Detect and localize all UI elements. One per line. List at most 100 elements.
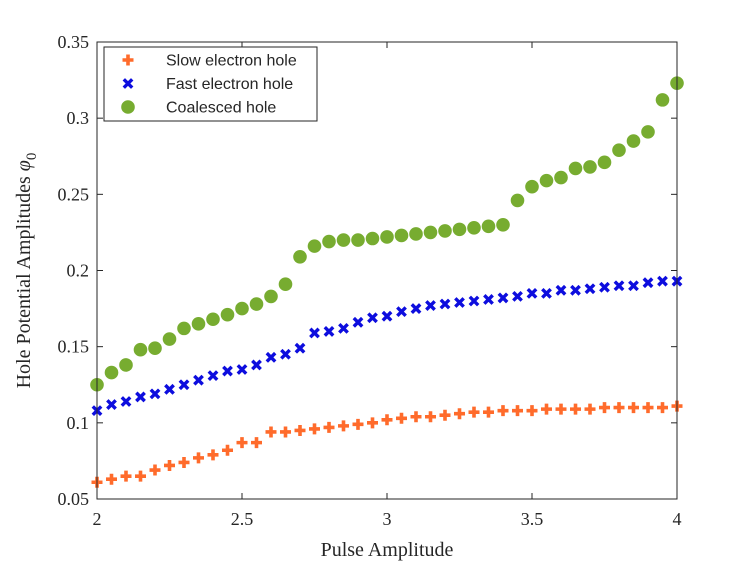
data-point-plus bbox=[164, 459, 175, 471]
data-point-plus bbox=[207, 449, 219, 461]
data-point-cross bbox=[120, 396, 132, 407]
data-point-plus bbox=[497, 405, 509, 417]
data-point-plus bbox=[120, 470, 132, 482]
data-point-circle bbox=[409, 227, 423, 241]
data-point-plus bbox=[628, 402, 639, 414]
data-point-cross bbox=[483, 294, 494, 305]
data-point-circle bbox=[307, 239, 322, 253]
series-plus bbox=[91, 400, 683, 488]
data-point-cross bbox=[497, 292, 509, 304]
legend-box bbox=[103, 46, 318, 122]
data-point-circle bbox=[235, 301, 249, 316]
legend-marker-circle bbox=[121, 100, 135, 114]
y-tick-label: 0.2 bbox=[67, 261, 90, 281]
data-point-plus bbox=[367, 417, 378, 429]
x-tick-label: 4 bbox=[673, 509, 682, 529]
data-point-circle bbox=[220, 307, 235, 322]
data-point-circle bbox=[293, 249, 307, 264]
data-point-circle bbox=[365, 231, 380, 246]
data-point-cross bbox=[613, 280, 625, 292]
y-axis-label-subscript: 0 bbox=[24, 153, 40, 161]
y-tick-label: 0.3 bbox=[67, 108, 90, 128]
data-point-plus bbox=[236, 437, 248, 449]
y-tick-label: 0.05 bbox=[58, 489, 90, 509]
data-point-circle bbox=[481, 219, 496, 234]
data-point-cross bbox=[193, 374, 204, 386]
data-point-circle bbox=[539, 173, 554, 188]
data-point-cross bbox=[584, 283, 596, 295]
data-point-circle bbox=[568, 161, 583, 176]
data-point-circle bbox=[322, 234, 336, 249]
data-point-plus bbox=[106, 473, 117, 485]
data-point-circle bbox=[119, 358, 133, 372]
data-point-plus bbox=[526, 405, 538, 417]
data-point-plus bbox=[599, 402, 610, 414]
data-point-plus bbox=[338, 420, 349, 432]
data-point-plus bbox=[135, 470, 146, 482]
data-point-circle bbox=[249, 297, 264, 311]
data-point-cross bbox=[135, 391, 146, 403]
data-point-circle bbox=[351, 233, 365, 247]
data-point-plus bbox=[483, 406, 494, 418]
data-point-circle bbox=[496, 218, 510, 232]
data-point-circle bbox=[148, 341, 162, 355]
data-point-cross bbox=[439, 298, 451, 310]
data-point-cross bbox=[222, 365, 233, 377]
data-point-circle bbox=[641, 125, 655, 139]
data-point-circle bbox=[133, 342, 148, 357]
data-point-circle bbox=[162, 332, 177, 346]
y-axis-label-symbol: φ bbox=[13, 160, 35, 171]
data-point-cross bbox=[642, 277, 654, 289]
data-point-plus bbox=[178, 456, 190, 468]
data-points bbox=[90, 76, 684, 488]
data-point-circle bbox=[336, 233, 351, 247]
data-point-plus bbox=[309, 423, 320, 435]
data-point-cross bbox=[396, 306, 407, 318]
data-point-plus bbox=[222, 444, 233, 456]
data-point-circle bbox=[525, 179, 539, 194]
legend-item: Coalesced hole bbox=[121, 100, 276, 117]
y-tick-label: 0.15 bbox=[58, 337, 90, 357]
data-point-cross bbox=[599, 281, 610, 293]
data-point-plus bbox=[410, 411, 422, 423]
data-point-cross bbox=[657, 275, 668, 287]
axes-box bbox=[96, 41, 678, 500]
data-point-circle bbox=[380, 230, 394, 244]
data-point-circle bbox=[655, 93, 670, 107]
y-tick-label: 0.35 bbox=[58, 32, 90, 52]
data-point-cross bbox=[265, 351, 277, 363]
data-point-plus bbox=[323, 421, 335, 433]
data-point-cross bbox=[570, 284, 581, 296]
x-tick-label: 3 bbox=[383, 509, 392, 529]
data-point-plus bbox=[555, 403, 567, 415]
data-point-cross bbox=[280, 348, 291, 360]
data-point-cross bbox=[294, 342, 306, 354]
data-point-cross bbox=[149, 388, 161, 400]
data-point-cross bbox=[541, 287, 552, 299]
data-point-circle bbox=[626, 134, 641, 148]
data-point-circle bbox=[438, 224, 452, 238]
data-point-cross bbox=[236, 364, 248, 375]
data-point-plus bbox=[352, 418, 364, 430]
legend: Slow electron hole Fast electron hole Coal… bbox=[103, 46, 318, 122]
data-point-cross bbox=[425, 300, 436, 311]
legend-item: Slow electron hole bbox=[122, 53, 297, 70]
data-point-circle bbox=[206, 312, 220, 327]
data-point-plus bbox=[642, 402, 654, 414]
data-point-circle bbox=[177, 321, 191, 336]
data-point-circle bbox=[452, 222, 467, 237]
data-point-plus bbox=[193, 452, 204, 464]
data-point-circle bbox=[394, 228, 409, 243]
data-point-circle bbox=[423, 225, 438, 240]
data-point-cross bbox=[323, 326, 335, 337]
y-axis-label: Hole Potential Amplitudes φ0 bbox=[13, 153, 40, 389]
x-axis-label: Pulse Amplitude bbox=[321, 539, 454, 561]
data-point-plus bbox=[613, 402, 625, 414]
data-point-circle bbox=[597, 155, 612, 170]
data-point-cross bbox=[526, 287, 538, 299]
legend-label: Slow electron hole bbox=[166, 53, 297, 70]
data-point-cross bbox=[338, 322, 349, 334]
data-point-cross bbox=[164, 383, 175, 395]
data-point-cross bbox=[352, 316, 364, 328]
